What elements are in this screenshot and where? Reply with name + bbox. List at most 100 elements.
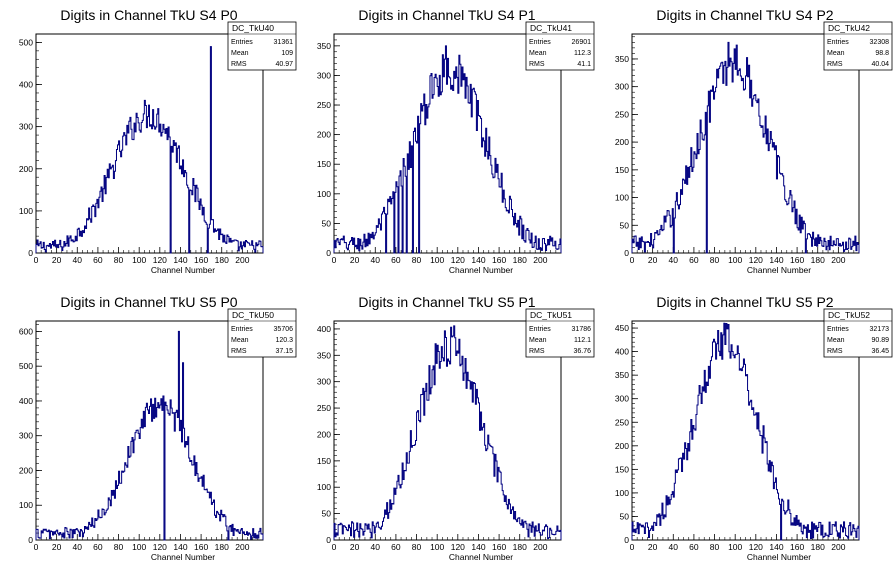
stats-value: 98.8 <box>875 50 889 57</box>
x-tick-label: 160 <box>194 542 208 552</box>
stats-box <box>525 21 595 71</box>
x-tick-label: 120 <box>451 542 465 552</box>
x-axis-label: Channel Number <box>449 552 513 562</box>
stats-value: 41.1 <box>577 61 591 68</box>
stats-value: 90.89 <box>871 337 889 344</box>
x-tick-label: 0 <box>630 542 635 552</box>
x-tick-label: 0 <box>332 542 337 552</box>
y-tick-label: 350 <box>615 370 629 380</box>
y-tick-label: 100 <box>317 189 331 199</box>
x-tick-label: 80 <box>114 255 124 265</box>
x-tick-label: 60 <box>93 542 103 552</box>
y-tick-label: 200 <box>615 441 629 451</box>
histogram-panel-1: Digits in Channel TkU S4 P0 0 20 40 60 80 100 1… <box>0 0 298 287</box>
x-tick-label: 80 <box>412 542 422 552</box>
x-tick-label: 60 <box>391 255 401 265</box>
stats-value: 31361 <box>274 39 294 46</box>
x-tick-label: 40 <box>371 542 381 552</box>
y-tick-label: 100 <box>615 193 629 203</box>
x-tick-label: 200 <box>235 255 249 265</box>
x-tick-label: 140 <box>471 542 485 552</box>
y-tick-label: 0 <box>326 248 331 258</box>
y-tick-label: 0 <box>624 248 629 258</box>
x-tick-label: 20 <box>350 255 360 265</box>
stats-value: 112.3 <box>574 50 591 57</box>
y-tick-label: 300 <box>19 431 33 441</box>
y-tick-label: 150 <box>615 464 629 474</box>
x-tick-label: 100 <box>430 542 444 552</box>
x-tick-label: 160 <box>790 255 804 265</box>
x-tick-label: 100 <box>430 255 444 265</box>
x-tick-label: 40 <box>669 255 679 265</box>
x-tick-label: 80 <box>710 255 720 265</box>
stats-value: 35706 <box>274 326 294 333</box>
x-tick-label: 0 <box>34 255 39 265</box>
y-tick-label: 50 <box>620 511 630 521</box>
histogram-series-line <box>631 322 860 541</box>
stats-histogram-name: DC_TkU41 <box>530 23 572 33</box>
x-tick-label: 20 <box>52 542 62 552</box>
x-tick-label: 60 <box>689 255 699 265</box>
stats-label: Entries <box>231 326 253 333</box>
stats-histogram-name: DC_TkU40 <box>232 23 274 33</box>
histogram-svg: Digits in Channel TkU S5 P2 0 20 40 60 80 100 1… <box>615 294 893 562</box>
x-tick-label: 80 <box>412 255 422 265</box>
y-tick-label: 100 <box>19 500 33 510</box>
stats-box <box>823 21 893 71</box>
x-tick-label: 0 <box>332 255 337 265</box>
histogram-svg: Digits in Channel TkU S4 P1 0 20 40 60 80 100 1… <box>317 7 595 275</box>
y-tick-label: 50 <box>322 218 332 228</box>
stats-value: 36.76 <box>573 348 591 355</box>
stats-value: 120.3 <box>275 337 293 344</box>
stats-histogram-name: DC_TkU51 <box>530 310 572 320</box>
x-tick-label: 120 <box>153 542 167 552</box>
x-tick-label: 100 <box>132 542 146 552</box>
x-tick-label: 180 <box>513 255 527 265</box>
x-axis-label: Channel Number <box>151 552 215 562</box>
x-axis-label: Channel Number <box>747 265 811 275</box>
x-tick-label: 40 <box>669 542 679 552</box>
histogram-series-line <box>333 325 562 540</box>
x-tick-label: 80 <box>710 542 720 552</box>
x-tick-label: 200 <box>831 255 845 265</box>
plot-title: Digits in Channel TkU S5 P1 <box>358 294 535 310</box>
y-tick-label: 350 <box>615 54 629 64</box>
x-tick-label: 200 <box>533 255 547 265</box>
stats-box <box>227 21 297 71</box>
y-tick-label: 350 <box>317 41 331 51</box>
stats-label: Entries <box>529 326 551 333</box>
stats-histogram-name: DC_TkU50 <box>232 310 274 320</box>
stats-label: Mean <box>231 50 249 57</box>
histogram-panel-2: Digits in Channel TkU S4 P1 0 20 40 60 80 100 1… <box>298 0 596 287</box>
x-tick-label: 20 <box>648 542 658 552</box>
y-tick-label: 200 <box>615 137 629 147</box>
x-tick-label: 100 <box>728 542 742 552</box>
y-tick-label: 300 <box>317 377 331 387</box>
y-tick-label: 350 <box>317 350 331 360</box>
y-tick-label: 100 <box>317 482 331 492</box>
stats-histogram-name: DC_TkU52 <box>828 310 870 320</box>
stats-label: Mean <box>827 337 845 344</box>
y-tick-label: 50 <box>620 220 630 230</box>
plot-title: Digits in Channel TkU S4 P2 <box>656 7 833 23</box>
y-tick-label: 150 <box>615 165 629 175</box>
stats-label: RMS <box>231 61 247 68</box>
x-tick-label: 160 <box>492 255 506 265</box>
stats-value: 40.97 <box>275 61 293 68</box>
x-tick-label: 100 <box>728 255 742 265</box>
x-tick-label: 40 <box>73 542 83 552</box>
plot-title: Digits in Channel TkU S5 P0 <box>60 294 237 310</box>
x-tick-label: 40 <box>371 255 381 265</box>
stats-value: 37.15 <box>275 348 293 355</box>
stats-label: Entries <box>231 39 253 46</box>
y-tick-label: 300 <box>317 70 331 80</box>
histogram-series-line <box>333 45 562 254</box>
stats-label: Mean <box>827 50 845 57</box>
x-tick-label: 140 <box>769 542 783 552</box>
y-tick-label: 500 <box>19 37 33 47</box>
stats-label: Entries <box>529 39 551 46</box>
x-tick-label: 180 <box>215 542 229 552</box>
stats-value: 32308 <box>870 39 890 46</box>
stats-label: RMS <box>827 348 843 355</box>
